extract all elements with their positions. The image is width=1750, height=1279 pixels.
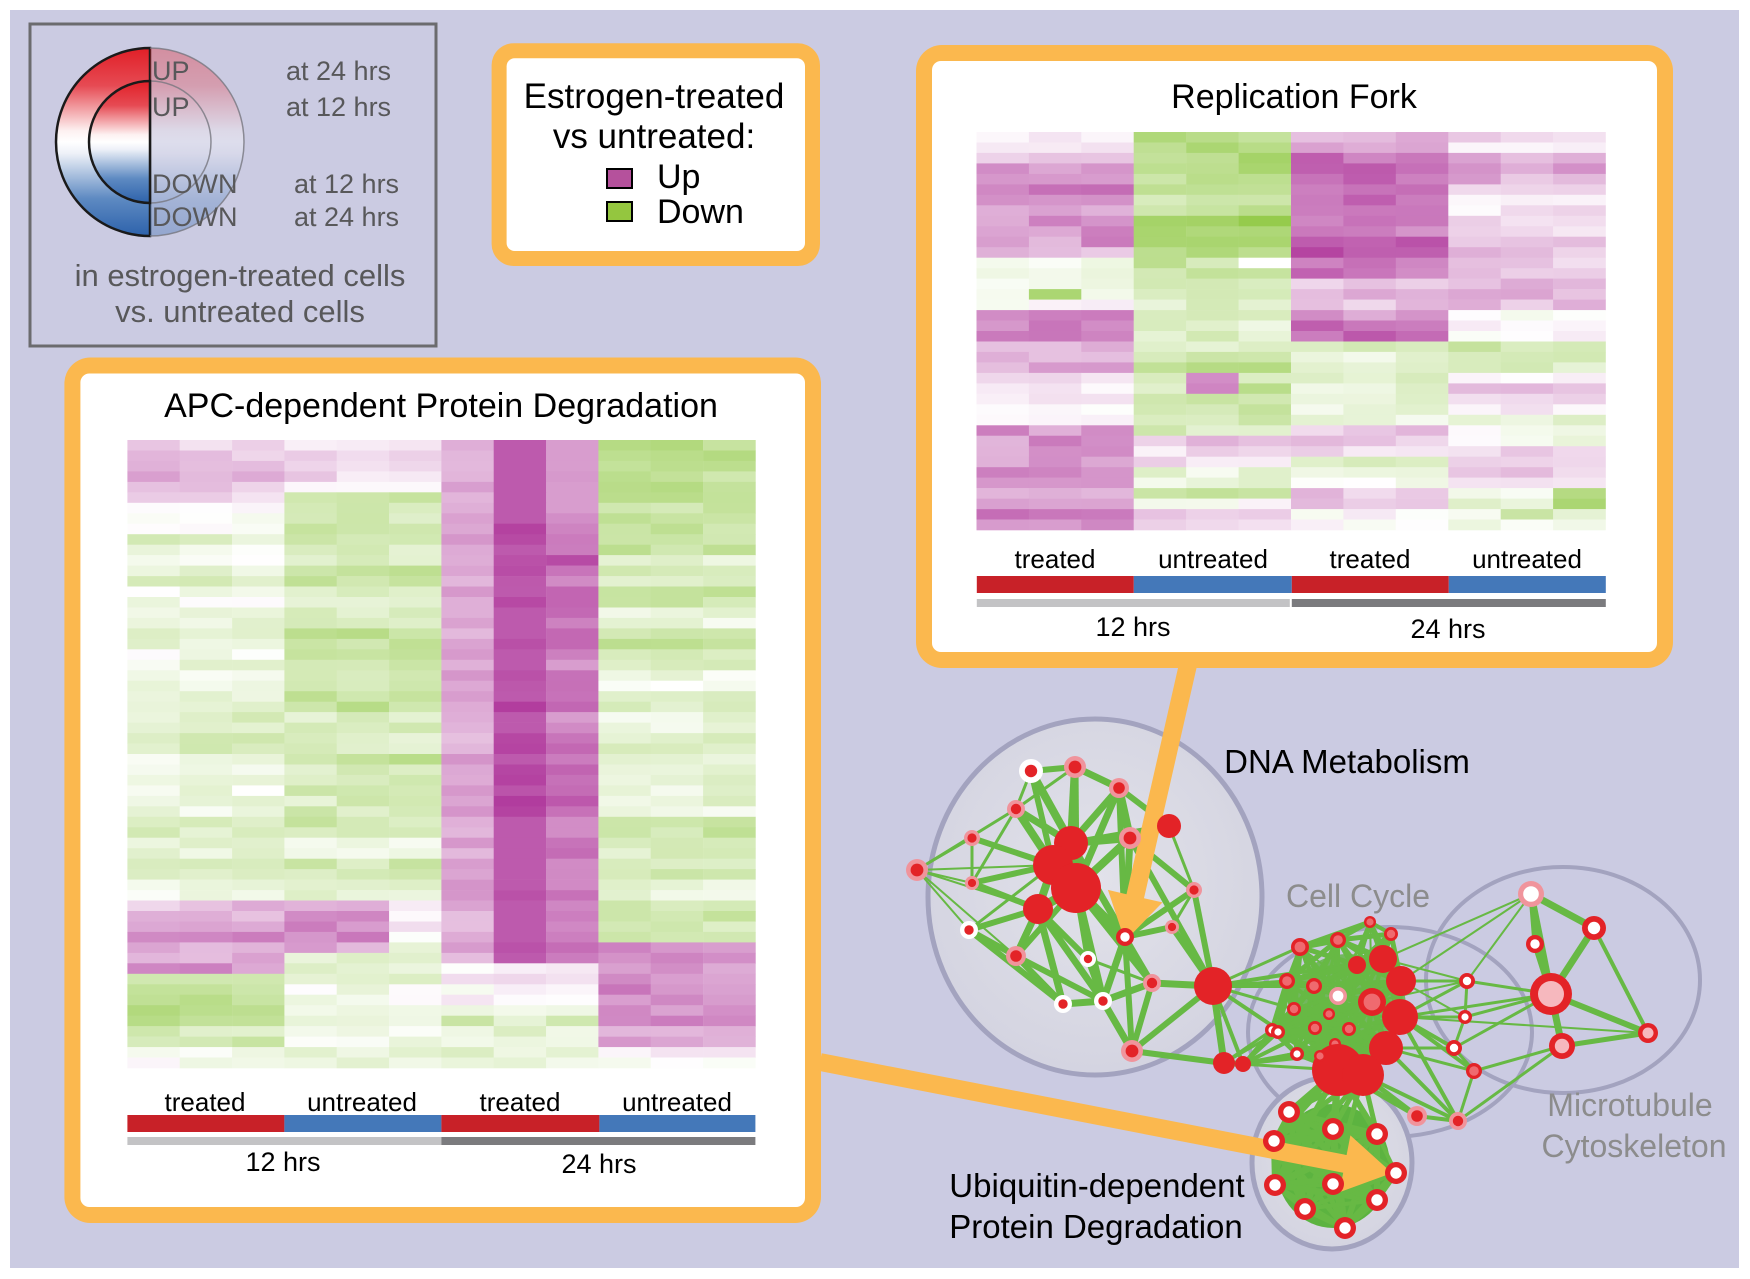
- svg-text:untreated: untreated: [1158, 544, 1268, 574]
- svg-text:APC-dependent Protein Degradat: APC-dependent Protein Degradation: [164, 387, 718, 425]
- svg-text:UP: UP: [152, 56, 190, 86]
- svg-text:treated: treated: [165, 1087, 246, 1117]
- svg-text:Protein Degradation: Protein Degradation: [949, 1208, 1243, 1245]
- svg-text:vs untreated:: vs untreated:: [553, 117, 755, 156]
- svg-text:untreated: untreated: [1472, 544, 1582, 574]
- svg-text:Replication Fork: Replication Fork: [1171, 78, 1418, 116]
- svg-text:untreated: untreated: [622, 1087, 732, 1117]
- svg-text:treated: treated: [480, 1087, 561, 1117]
- svg-text:untreated: untreated: [307, 1087, 417, 1117]
- svg-text:Microtubule: Microtubule: [1547, 1087, 1712, 1123]
- svg-text:Cell Cycle: Cell Cycle: [1286, 878, 1430, 914]
- svg-text:at 12 hrs: at 12 hrs: [294, 169, 399, 199]
- svg-text:12 hrs: 12 hrs: [245, 1147, 320, 1177]
- svg-text:24 hrs: 24 hrs: [561, 1149, 636, 1179]
- svg-text:UP: UP: [152, 92, 190, 122]
- svg-text:24 hrs: 24 hrs: [1410, 614, 1485, 644]
- svg-text:DOWN: DOWN: [152, 169, 237, 199]
- svg-text:at 12 hrs: at 12 hrs: [286, 92, 391, 122]
- svg-text:Down: Down: [657, 193, 744, 231]
- svg-text:Estrogen-treated: Estrogen-treated: [524, 77, 785, 116]
- svg-text:12 hrs: 12 hrs: [1095, 612, 1170, 642]
- svg-text:vs. untreated cells: vs. untreated cells: [115, 294, 365, 329]
- svg-text:DNA Metabolism: DNA Metabolism: [1224, 743, 1470, 780]
- svg-text:DOWN: DOWN: [152, 202, 237, 232]
- svg-text:at 24 hrs: at 24 hrs: [286, 56, 391, 86]
- svg-text:treated: treated: [1330, 544, 1411, 574]
- svg-text:in estrogen-treated cells: in estrogen-treated cells: [75, 258, 406, 293]
- svg-text:Ubiquitin-dependent: Ubiquitin-dependent: [949, 1167, 1244, 1204]
- svg-text:Cytoskeleton: Cytoskeleton: [1542, 1128, 1727, 1164]
- svg-text:Up: Up: [657, 158, 700, 196]
- svg-text:at 24 hrs: at 24 hrs: [294, 202, 399, 232]
- svg-text:treated: treated: [1015, 544, 1096, 574]
